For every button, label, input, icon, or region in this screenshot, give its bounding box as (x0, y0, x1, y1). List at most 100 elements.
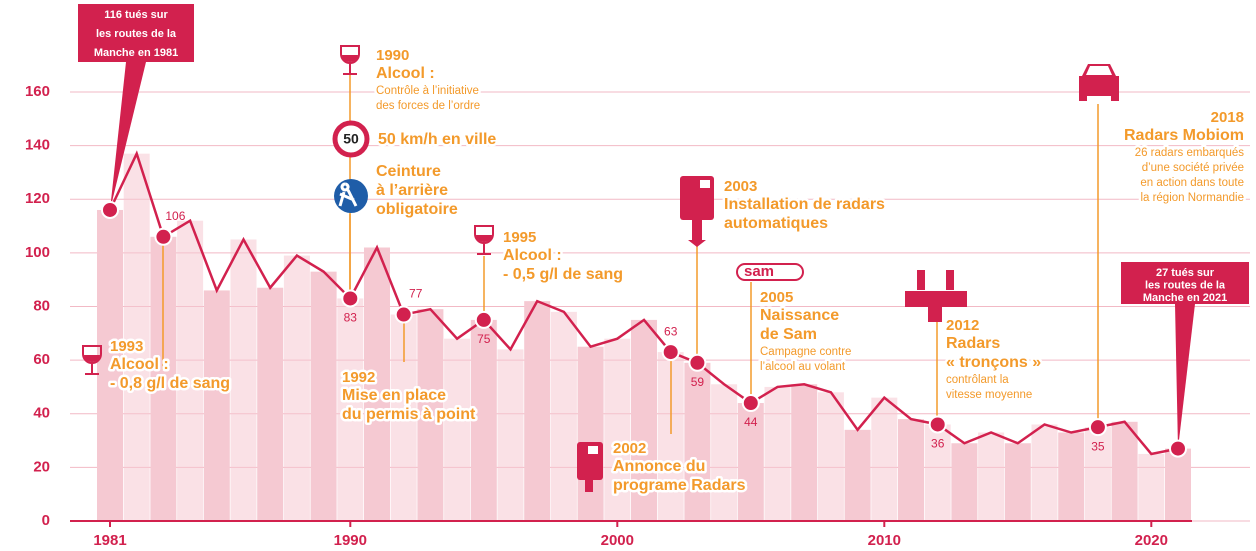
radar-window (588, 180, 710, 454)
annotation-year: 1993 (110, 338, 143, 355)
annotation-year: 2002 (613, 440, 646, 457)
point (474, 310, 493, 329)
annotation-year: 2012 (946, 317, 979, 334)
speed-sign-number: 50 (343, 131, 359, 147)
annotation-head: Alcool : (503, 247, 562, 264)
annotation-head: programe Radars (613, 477, 746, 494)
annotation-text: la région Normandie (1140, 192, 1244, 204)
bar (1111, 421, 1138, 521)
point (741, 394, 760, 413)
annotation-head: Installation de radars (724, 196, 885, 213)
bar (203, 290, 230, 521)
annotation-year: 1992 (342, 369, 375, 386)
foreground-layer: 0 20 40 60 80 100 120 140 160 1981 1990 2000 2010 202… (25, 4, 1249, 549)
bar (444, 338, 471, 521)
bar (230, 239, 257, 521)
value-label: 83 (344, 311, 358, 325)
callout-text: 27 tués sur (1156, 267, 1215, 279)
annotation-year: 2018 (1211, 109, 1244, 126)
x-tick-label: 2010 (868, 532, 901, 549)
seatbelt-figure (338, 182, 358, 207)
annotation-text: l’alcool au volant (760, 361, 846, 373)
point (1169, 439, 1187, 458)
annotation-head: Naissance (760, 307, 839, 324)
annotation-text: en action dans toute (1140, 177, 1244, 189)
annotation-head: « tronçons » (946, 354, 1041, 371)
point (394, 305, 413, 324)
annotation-head: obligatoire (376, 201, 458, 218)
icons: 50 sam (82, 45, 1119, 492)
bar (1138, 453, 1165, 521)
callout-text: Manche en 2021 (1143, 292, 1227, 304)
y-tick-label: 0 (42, 512, 50, 529)
callout-pointer (110, 62, 146, 210)
annotation-text: des forces de l’ordre (376, 100, 480, 112)
wine-icon (82, 45, 494, 375)
point (661, 343, 680, 362)
bar (283, 255, 310, 521)
annotation-head: à l’arrière (376, 182, 448, 199)
callout-pointer (1175, 304, 1195, 449)
bar (577, 346, 604, 521)
bar (604, 338, 631, 521)
annotation-head: Alcool : (376, 65, 435, 82)
bar (924, 424, 951, 521)
x-tick-label: 1981 (93, 532, 126, 549)
y-tick-label: 100 (25, 244, 50, 261)
point (154, 227, 173, 246)
annotation-text: 26 radars embarqués (1135, 147, 1245, 159)
bar (951, 443, 978, 521)
bar (257, 287, 284, 521)
bar (978, 432, 1005, 521)
point (688, 353, 707, 372)
y-tick-label: 20 (33, 458, 50, 475)
bar (898, 419, 924, 521)
point (928, 415, 947, 434)
value-label: 44 (744, 415, 758, 429)
annotation-text: Campagne contre (760, 346, 851, 358)
value-label: 106 (165, 209, 185, 223)
annotation-head: Mise en place (342, 387, 446, 404)
bar (123, 153, 150, 521)
annotation-text: d’une société privée (1142, 162, 1244, 174)
point (1088, 418, 1107, 437)
bar (310, 271, 337, 521)
annotation-head: Radars Mobiom (1124, 127, 1244, 144)
point (101, 200, 119, 219)
annotation-year: 2005 (760, 289, 793, 306)
bar (817, 392, 844, 521)
value-label: 63 (664, 324, 678, 338)
value-label: 77 (409, 287, 423, 301)
speed-sign (332, 120, 370, 158)
value-label: 59 (691, 375, 705, 389)
car-window (1086, 66, 1112, 75)
value-label: 36 (931, 437, 945, 451)
annotation-head: Radars (946, 335, 1000, 352)
annotation-year: 2003 (724, 178, 757, 195)
sam-logo (736, 263, 804, 281)
y-tick-label: 60 (33, 351, 50, 368)
bar (97, 209, 123, 521)
bar (177, 220, 204, 521)
annotation-text: vitesse moyenne (946, 389, 1032, 401)
callout-text: les routes de la (1145, 279, 1226, 291)
annotation-head: Ceinture (376, 163, 441, 180)
y-tick-label: 120 (25, 190, 50, 207)
radar-icon (577, 176, 967, 492)
bar (844, 429, 871, 521)
bar (871, 397, 898, 521)
sam-logo-text: sam (744, 263, 774, 280)
bar (417, 309, 444, 521)
value-label: 75 (477, 332, 491, 346)
bar (791, 384, 818, 521)
x-tick-label: 1990 (334, 532, 367, 549)
annotation-text: contrôlant la (946, 374, 1009, 386)
annotation-head: du permis à point (342, 406, 476, 423)
bar (631, 319, 657, 521)
bar (1165, 448, 1191, 521)
annotation-year: 1990 (376, 47, 409, 64)
annotation-year: 1995 (503, 229, 536, 246)
bar (524, 301, 551, 521)
bar (1058, 432, 1085, 521)
